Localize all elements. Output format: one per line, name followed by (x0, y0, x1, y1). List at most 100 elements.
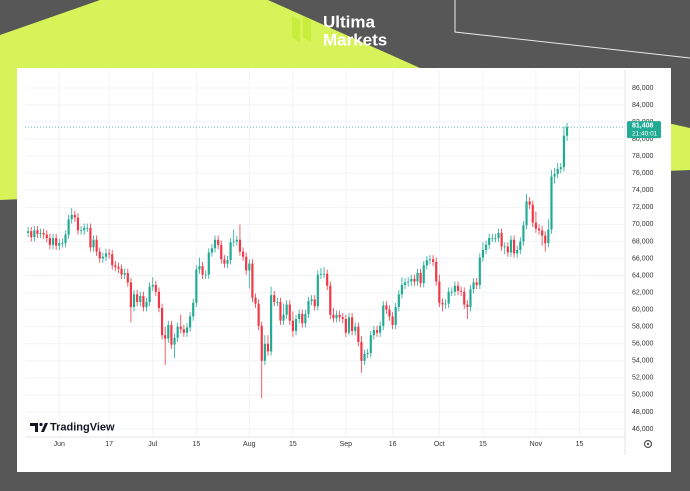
candle-body (251, 263, 254, 298)
candle-body (544, 235, 547, 244)
candle-body (39, 232, 42, 234)
candle-body (64, 234, 67, 244)
settings-gear[interactable] (643, 439, 653, 449)
y-tick-label: 84,000 (632, 102, 654, 109)
candle-body (537, 228, 541, 231)
candle-body (86, 227, 89, 229)
candle-body (463, 291, 466, 305)
candle-body (151, 284, 154, 287)
candle-body (27, 231, 30, 233)
watermark-icon (41, 423, 48, 432)
candle-body (123, 272, 126, 275)
candle-body (185, 327, 189, 333)
axes: 46,000 48,000 50,000 52,000 54,000 56,000 58,0… (25, 85, 661, 448)
candle-body (547, 229, 550, 244)
candle-body (444, 303, 447, 305)
candle-body (310, 299, 313, 302)
candle-body (291, 320, 294, 331)
y-tick-label: 64,000 (632, 272, 654, 279)
watermark-icon (39, 422, 43, 427)
candle-body (366, 353, 369, 354)
candle-body (101, 256, 104, 259)
candle-body (238, 239, 242, 252)
candle-body (419, 272, 422, 284)
last-price-label: 81,408 (632, 122, 654, 129)
candle-body (351, 317, 354, 331)
candle-body (254, 297, 257, 304)
candle-body (285, 304, 288, 315)
y-tick-label: 78,000 (632, 153, 654, 160)
candle-body (500, 232, 503, 247)
candle-body (61, 243, 64, 244)
candle-body (117, 267, 120, 269)
y-tick-label: 48,000 (632, 409, 654, 416)
candle-body (241, 251, 245, 257)
watermark: TradingView (30, 421, 115, 433)
settings-icon[interactable] (643, 439, 653, 449)
candle-body (235, 239, 238, 242)
candle-body (332, 314, 335, 319)
candle-body (447, 291, 450, 304)
candle-body (220, 244, 223, 260)
candle-body (363, 353, 366, 361)
candle-body (294, 319, 298, 331)
brand-line: Markets (323, 30, 387, 49)
candle-body (139, 295, 142, 302)
candle-body (304, 313, 307, 324)
settings-gear-center[interactable] (646, 442, 650, 446)
candle-body (347, 317, 351, 333)
y-tick-label: 74,000 (632, 187, 654, 194)
candle-body (142, 295, 145, 308)
logo-mark (303, 16, 311, 42)
candle-body (344, 319, 347, 333)
candle-body (226, 260, 229, 264)
candle-body (160, 307, 164, 336)
candle-body (550, 176, 553, 230)
y-tick-label: 76,000 (632, 170, 654, 177)
candle-body (42, 232, 45, 235)
candle-body (45, 234, 48, 239)
candle-body (472, 282, 475, 290)
x-tick-label: 17 (105, 441, 113, 448)
candle-body (189, 316, 192, 328)
candle-body (319, 273, 323, 275)
candle-body (316, 274, 319, 307)
candle-body (111, 254, 114, 266)
candle-body (67, 219, 70, 235)
candle-body (76, 217, 80, 231)
y-tick-label: 52,000 (632, 375, 654, 382)
candle-body (466, 304, 469, 308)
candle-body (531, 204, 534, 223)
candle-body (260, 325, 263, 361)
x-tick-label: Sep (340, 441, 353, 448)
x-tick-label: 15 (479, 441, 487, 448)
candle-body (210, 248, 214, 253)
y-tick-label: 66,000 (632, 255, 654, 262)
candle-body (541, 230, 544, 236)
y-tick-label: 72,000 (632, 204, 654, 211)
x-tick-label: 15 (576, 441, 584, 448)
candle-body (282, 314, 285, 321)
candle-body (98, 251, 101, 259)
candle-body (438, 281, 441, 303)
candle-body (425, 260, 428, 266)
candle-body (213, 239, 217, 249)
candle-body (413, 278, 416, 282)
candle-body (453, 285, 456, 292)
candle-body (170, 324, 173, 345)
candle-body (114, 265, 117, 268)
candle-body (335, 314, 338, 319)
candle-body (375, 330, 379, 333)
candle-body (460, 290, 463, 292)
candle-body (263, 343, 266, 361)
candle-body (494, 238, 497, 239)
candles (27, 122, 569, 399)
candle-body (182, 329, 185, 333)
candle-body (145, 301, 148, 308)
candle-body (70, 215, 73, 220)
watermark-text: TradingView (50, 421, 115, 433)
y-tick-label: 86,000 (632, 85, 654, 92)
candle-body (232, 241, 235, 243)
candle-body (301, 313, 304, 324)
